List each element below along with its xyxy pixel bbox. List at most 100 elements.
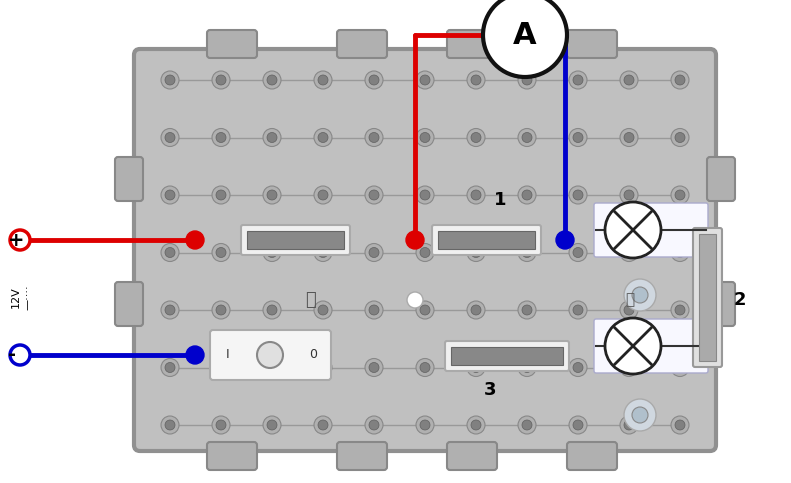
Circle shape	[416, 243, 434, 261]
Circle shape	[620, 128, 638, 146]
Circle shape	[573, 132, 583, 142]
Circle shape	[671, 243, 689, 261]
Circle shape	[161, 71, 179, 89]
Circle shape	[624, 420, 634, 430]
Circle shape	[314, 301, 332, 319]
Circle shape	[314, 243, 332, 261]
Circle shape	[518, 243, 536, 261]
Circle shape	[216, 420, 226, 430]
FancyBboxPatch shape	[115, 157, 143, 201]
Circle shape	[483, 0, 567, 77]
Circle shape	[165, 363, 175, 372]
Circle shape	[573, 75, 583, 85]
Circle shape	[369, 420, 379, 430]
Circle shape	[161, 301, 179, 319]
Circle shape	[267, 132, 277, 142]
Circle shape	[369, 305, 379, 315]
Circle shape	[369, 75, 379, 85]
Circle shape	[518, 128, 536, 146]
Circle shape	[467, 128, 485, 146]
FancyBboxPatch shape	[693, 228, 722, 367]
Circle shape	[624, 190, 634, 200]
Text: ⓔ: ⓔ	[305, 291, 316, 309]
Circle shape	[671, 416, 689, 434]
Circle shape	[263, 71, 281, 89]
Circle shape	[573, 363, 583, 372]
Circle shape	[471, 247, 481, 257]
Circle shape	[467, 243, 485, 261]
Circle shape	[165, 132, 175, 142]
Circle shape	[573, 247, 583, 257]
Circle shape	[569, 128, 587, 146]
Circle shape	[165, 420, 175, 430]
Circle shape	[369, 132, 379, 142]
Circle shape	[263, 301, 281, 319]
Circle shape	[420, 190, 430, 200]
Circle shape	[671, 128, 689, 146]
Circle shape	[186, 231, 204, 249]
Circle shape	[605, 202, 661, 258]
Circle shape	[416, 186, 434, 204]
Circle shape	[573, 190, 583, 200]
Circle shape	[165, 247, 175, 257]
Circle shape	[365, 416, 383, 434]
FancyBboxPatch shape	[447, 30, 497, 58]
Circle shape	[675, 305, 685, 315]
Circle shape	[605, 318, 661, 374]
Circle shape	[522, 190, 532, 200]
Circle shape	[420, 247, 430, 257]
Circle shape	[471, 132, 481, 142]
Circle shape	[314, 71, 332, 89]
Circle shape	[522, 420, 532, 430]
Circle shape	[671, 301, 689, 319]
Circle shape	[632, 287, 648, 303]
Circle shape	[212, 416, 230, 434]
Circle shape	[267, 75, 277, 85]
Circle shape	[573, 420, 583, 430]
Circle shape	[518, 358, 536, 377]
FancyBboxPatch shape	[567, 30, 617, 58]
FancyBboxPatch shape	[207, 30, 257, 58]
Circle shape	[522, 305, 532, 315]
Circle shape	[406, 231, 424, 249]
Circle shape	[471, 75, 481, 85]
Circle shape	[471, 305, 481, 315]
Circle shape	[314, 416, 332, 434]
Circle shape	[161, 243, 179, 261]
Circle shape	[365, 71, 383, 89]
Circle shape	[216, 363, 226, 372]
Circle shape	[522, 363, 532, 372]
Circle shape	[365, 243, 383, 261]
Circle shape	[522, 75, 532, 85]
Circle shape	[624, 399, 656, 431]
FancyBboxPatch shape	[594, 203, 708, 257]
Circle shape	[416, 358, 434, 377]
FancyBboxPatch shape	[445, 341, 569, 371]
Circle shape	[620, 301, 638, 319]
Circle shape	[165, 190, 175, 200]
Circle shape	[620, 186, 638, 204]
Bar	[451, 347, 563, 365]
Circle shape	[522, 132, 532, 142]
Circle shape	[420, 132, 430, 142]
FancyBboxPatch shape	[207, 442, 257, 470]
Circle shape	[471, 420, 481, 430]
Text: 3: 3	[484, 381, 496, 399]
Circle shape	[263, 416, 281, 434]
Circle shape	[675, 190, 685, 200]
Circle shape	[675, 132, 685, 142]
Circle shape	[212, 301, 230, 319]
FancyBboxPatch shape	[210, 330, 331, 380]
Circle shape	[10, 345, 30, 365]
Circle shape	[165, 305, 175, 315]
Circle shape	[671, 71, 689, 89]
Circle shape	[569, 186, 587, 204]
Circle shape	[369, 363, 379, 372]
Circle shape	[624, 305, 634, 315]
Circle shape	[407, 292, 423, 308]
FancyBboxPatch shape	[337, 30, 387, 58]
Circle shape	[624, 279, 656, 311]
Text: I: I	[226, 349, 230, 361]
FancyBboxPatch shape	[337, 442, 387, 470]
Circle shape	[318, 420, 328, 430]
